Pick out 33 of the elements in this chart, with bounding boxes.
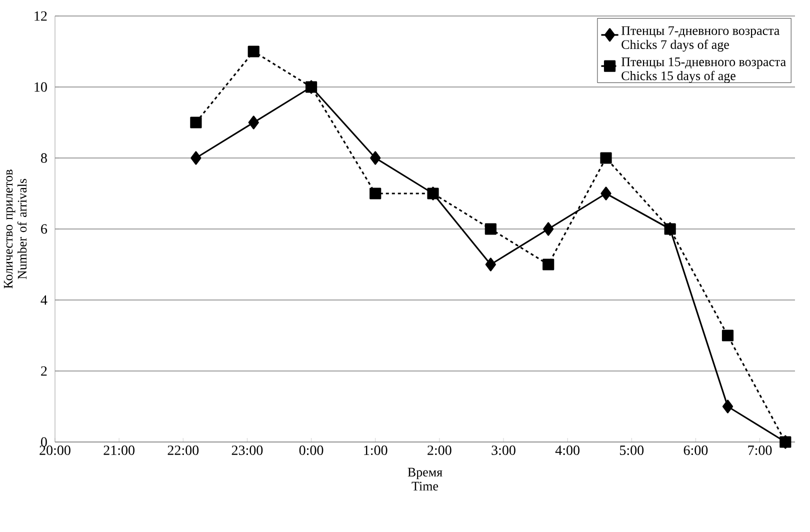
point: [722, 400, 734, 414]
point: [485, 258, 496, 272]
point: [543, 222, 554, 236]
x-tick-label: 7:00: [748, 446, 772, 456]
y-tick-label: 8: [41, 153, 47, 163]
legend-label: Птенцы 7-дневного возраста Chicks 7 days of age: [621, 26, 780, 52]
x-tick-label: 22:00: [168, 446, 199, 456]
x-tick-label: 1:00: [364, 446, 388, 456]
y-tick-label: 6: [41, 224, 48, 234]
point: [484, 223, 496, 235]
point: [248, 116, 259, 130]
y-tick-label: 12: [34, 11, 47, 21]
x-tick-label: 6:00: [684, 446, 708, 456]
y-tick-label: 4: [40, 295, 48, 305]
point: [542, 258, 554, 270]
point: [248, 46, 260, 58]
y-tick-label: 2: [41, 366, 47, 376]
x-tick-label: 5:00: [620, 446, 644, 456]
x-tick-label: 4:00: [555, 446, 580, 456]
x-tick-label: 21:00: [104, 446, 134, 456]
y-tick-label: 10: [34, 82, 47, 92]
point: [190, 116, 202, 128]
x-tick-label: 0:00: [299, 446, 324, 456]
y-axis-title: Количество прилетов Number of arrivals: [4, 170, 27, 288]
point: [190, 151, 202, 165]
x-tick-label: 3:00: [492, 446, 516, 456]
legend-label: Птенцы 15-дневного возраста Chicks 15 days of age: [621, 57, 786, 83]
x-tick-label: 20:00: [40, 446, 70, 456]
x-axis-title: Время Time: [408, 468, 442, 491]
point: [722, 330, 734, 342]
y-tick-label: 0: [41, 437, 47, 447]
x-tick-label: 23:00: [232, 446, 263, 456]
x-tick-label: 2:00: [428, 446, 452, 456]
